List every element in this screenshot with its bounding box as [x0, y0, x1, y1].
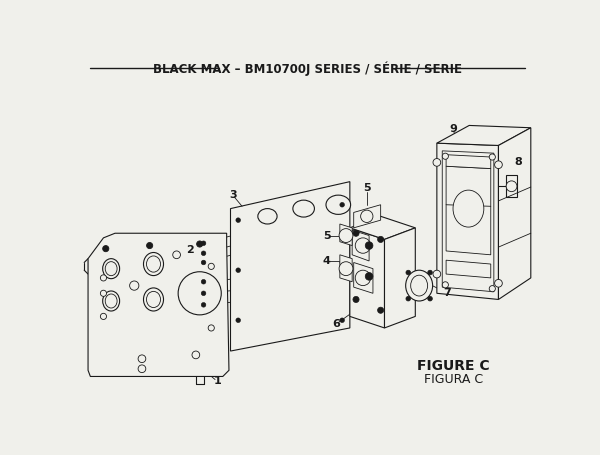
Polygon shape [442, 151, 494, 292]
Polygon shape [506, 176, 517, 197]
Circle shape [353, 230, 359, 236]
Circle shape [442, 153, 448, 159]
Text: 3: 3 [229, 190, 236, 200]
Ellipse shape [103, 258, 119, 278]
Circle shape [494, 279, 502, 287]
Text: 9: 9 [450, 123, 458, 133]
Text: 5: 5 [363, 183, 371, 193]
Circle shape [201, 251, 206, 256]
Circle shape [173, 251, 181, 258]
Text: FIGURE C: FIGURE C [418, 359, 490, 374]
Circle shape [353, 296, 359, 303]
Polygon shape [340, 255, 352, 282]
Text: 1: 1 [214, 376, 221, 386]
Ellipse shape [143, 253, 164, 276]
Text: FIGURA C: FIGURA C [424, 373, 484, 386]
Ellipse shape [293, 200, 314, 217]
Circle shape [377, 307, 384, 313]
Circle shape [100, 313, 107, 319]
Circle shape [201, 279, 206, 284]
Ellipse shape [453, 190, 484, 227]
Circle shape [236, 318, 241, 323]
Circle shape [428, 296, 433, 301]
Circle shape [178, 272, 221, 315]
Polygon shape [499, 128, 531, 299]
Ellipse shape [105, 294, 117, 308]
Ellipse shape [103, 291, 119, 311]
Polygon shape [446, 155, 491, 168]
Circle shape [377, 236, 384, 243]
Polygon shape [354, 205, 380, 228]
Polygon shape [230, 182, 350, 351]
Circle shape [406, 296, 410, 301]
Circle shape [340, 318, 344, 323]
Ellipse shape [326, 195, 350, 214]
Circle shape [208, 263, 214, 269]
Circle shape [100, 275, 107, 281]
Text: 5: 5 [323, 231, 331, 241]
Circle shape [428, 270, 433, 275]
Circle shape [355, 238, 371, 253]
Ellipse shape [406, 270, 433, 301]
Circle shape [506, 181, 517, 192]
Ellipse shape [105, 262, 117, 276]
Ellipse shape [146, 291, 161, 308]
Circle shape [340, 260, 344, 265]
Circle shape [361, 210, 373, 222]
Ellipse shape [146, 256, 161, 272]
Circle shape [442, 282, 448, 288]
Circle shape [138, 365, 146, 373]
Polygon shape [385, 228, 415, 328]
Polygon shape [350, 216, 415, 239]
Circle shape [494, 161, 502, 168]
Text: 2: 2 [187, 245, 194, 255]
Text: BLACK MAX – BM10700J SERIES / SÉRIE / SERIE: BLACK MAX – BM10700J SERIES / SÉRIE / SE… [153, 61, 462, 76]
Text: 6: 6 [332, 319, 340, 329]
Circle shape [201, 260, 206, 265]
Ellipse shape [143, 288, 164, 311]
Circle shape [208, 325, 214, 331]
Text: 7: 7 [443, 288, 451, 298]
Circle shape [365, 242, 373, 249]
Circle shape [201, 291, 206, 296]
Ellipse shape [410, 275, 428, 296]
Circle shape [192, 351, 200, 359]
Circle shape [406, 270, 410, 275]
Text: 4: 4 [323, 256, 331, 266]
Circle shape [201, 241, 206, 246]
Circle shape [339, 228, 353, 243]
Polygon shape [446, 260, 491, 278]
Polygon shape [352, 230, 369, 261]
Circle shape [201, 303, 206, 307]
Circle shape [236, 268, 241, 273]
Circle shape [146, 243, 153, 248]
Polygon shape [350, 228, 385, 328]
Circle shape [340, 202, 344, 207]
Circle shape [365, 273, 373, 280]
Polygon shape [340, 224, 352, 246]
Polygon shape [437, 126, 531, 146]
Circle shape [138, 355, 146, 363]
Circle shape [130, 281, 139, 290]
Polygon shape [88, 233, 229, 376]
Circle shape [489, 286, 496, 292]
Polygon shape [437, 143, 499, 299]
Circle shape [489, 154, 496, 160]
Ellipse shape [258, 208, 277, 224]
Circle shape [339, 262, 353, 276]
Circle shape [103, 246, 109, 252]
Circle shape [236, 218, 241, 222]
Polygon shape [446, 166, 491, 255]
Circle shape [197, 241, 203, 247]
Circle shape [355, 270, 371, 286]
Circle shape [433, 270, 441, 278]
Circle shape [100, 290, 107, 296]
Circle shape [433, 158, 441, 166]
Polygon shape [354, 263, 373, 293]
Text: 8: 8 [515, 157, 523, 167]
